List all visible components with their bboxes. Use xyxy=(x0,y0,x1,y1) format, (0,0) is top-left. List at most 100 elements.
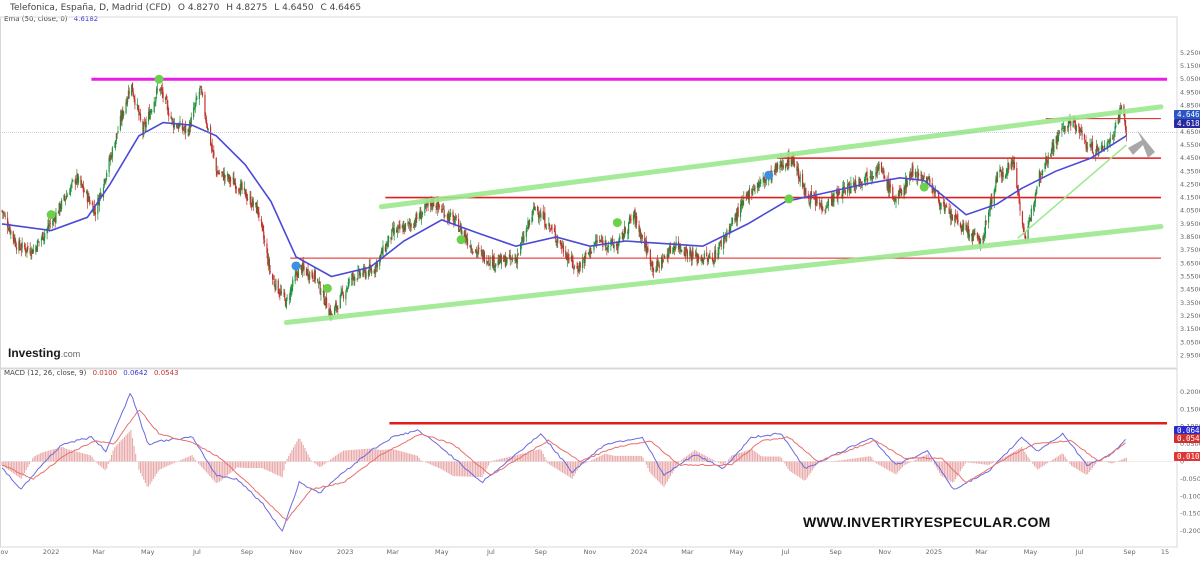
candle-body xyxy=(420,212,422,220)
candle-body xyxy=(190,117,192,127)
candle-body xyxy=(235,187,237,189)
candle-body xyxy=(351,272,353,280)
x-tick-label: 2025 xyxy=(926,548,943,556)
x-tick-label: 2023 xyxy=(337,548,354,556)
price-tick-label: 3.6500 xyxy=(1180,259,1200,267)
candle-body xyxy=(207,128,209,131)
candle-body xyxy=(875,172,877,176)
candle-body xyxy=(255,202,258,213)
candle-body xyxy=(350,278,353,280)
candle-body xyxy=(256,205,258,214)
candle-body xyxy=(81,183,83,185)
candle-body xyxy=(284,299,287,307)
candle-body xyxy=(24,247,26,252)
candle-body xyxy=(650,263,652,266)
candle-body xyxy=(996,177,998,183)
candle-body xyxy=(945,205,947,207)
candle-body xyxy=(106,172,108,177)
candle-body xyxy=(623,226,626,237)
candle-body xyxy=(1075,125,1078,132)
candle-body xyxy=(1005,173,1007,175)
candle-body xyxy=(901,190,903,196)
candle-body xyxy=(763,177,765,180)
candle-body xyxy=(639,229,641,234)
candle-body xyxy=(943,202,945,210)
candle-body xyxy=(582,259,584,269)
candle-body xyxy=(929,179,931,184)
candle-body xyxy=(551,227,553,229)
candle-body xyxy=(785,163,788,167)
candle-body xyxy=(353,276,355,281)
candle-body xyxy=(123,111,125,116)
candle-body xyxy=(375,262,378,267)
candle-body xyxy=(536,206,539,212)
candle-body xyxy=(553,227,556,232)
candle-body xyxy=(69,193,71,195)
candle-body xyxy=(249,196,251,199)
signal-value-badge: 0.0543 xyxy=(1174,434,1200,443)
candle-body xyxy=(267,259,270,266)
candle-body xyxy=(971,233,973,236)
candle-body xyxy=(1091,141,1093,146)
price-tick-label: 4.3500 xyxy=(1180,167,1200,175)
candle-body xyxy=(746,194,748,197)
candle-body xyxy=(318,280,320,284)
candle-body xyxy=(522,237,524,242)
candle-body xyxy=(138,108,140,116)
candle-body xyxy=(695,252,697,257)
candle-body xyxy=(312,275,314,280)
candle-body xyxy=(780,159,782,166)
candle-body xyxy=(308,276,310,279)
candle-body xyxy=(661,258,664,264)
candle-body xyxy=(753,189,755,191)
candle-body xyxy=(706,252,708,257)
candle-body xyxy=(289,289,291,301)
ema-label: Ema (50, close, 0) xyxy=(4,15,68,23)
candle-body xyxy=(523,236,525,242)
candle-body xyxy=(870,176,872,178)
candle-body xyxy=(683,251,685,255)
candle-body xyxy=(392,227,394,230)
candle-body xyxy=(587,252,589,254)
price-panel-frame xyxy=(0,16,1178,370)
candle-body xyxy=(526,229,528,231)
candle-body xyxy=(673,246,676,250)
candle-body xyxy=(1000,169,1002,171)
candle-body xyxy=(87,194,89,202)
ema-price-badge: 4.6182 xyxy=(1174,119,1200,128)
candle-body xyxy=(574,265,576,267)
candle-body xyxy=(307,269,309,278)
candle-body xyxy=(243,187,246,191)
candle-body xyxy=(577,269,579,272)
candle-body xyxy=(756,182,759,189)
candle-body xyxy=(4,215,6,217)
candle-body xyxy=(497,259,499,266)
grid-layer xyxy=(0,16,1178,548)
candle-body xyxy=(1044,163,1046,169)
candle-body xyxy=(837,191,839,199)
candle-body xyxy=(612,244,614,247)
candle-body xyxy=(210,144,213,147)
candle-body xyxy=(1107,140,1109,147)
candle-body xyxy=(655,269,657,273)
candle-body xyxy=(448,214,450,222)
candle-body xyxy=(14,239,16,243)
candle-body xyxy=(1113,134,1115,137)
candle-body xyxy=(821,203,823,209)
candle-body xyxy=(480,250,482,252)
candle-body xyxy=(934,191,937,193)
candle-body xyxy=(549,224,551,228)
x-tick-label: Jul xyxy=(1075,548,1084,556)
candle-body xyxy=(25,249,27,252)
candle-body xyxy=(166,100,168,105)
candle-body xyxy=(774,165,776,173)
candle-body xyxy=(884,176,886,179)
candle-body xyxy=(675,241,677,245)
candle-body xyxy=(1000,171,1003,177)
candle-body xyxy=(824,209,826,211)
candle-body xyxy=(752,189,754,196)
candle-body xyxy=(616,247,618,250)
candle-body xyxy=(172,121,175,128)
